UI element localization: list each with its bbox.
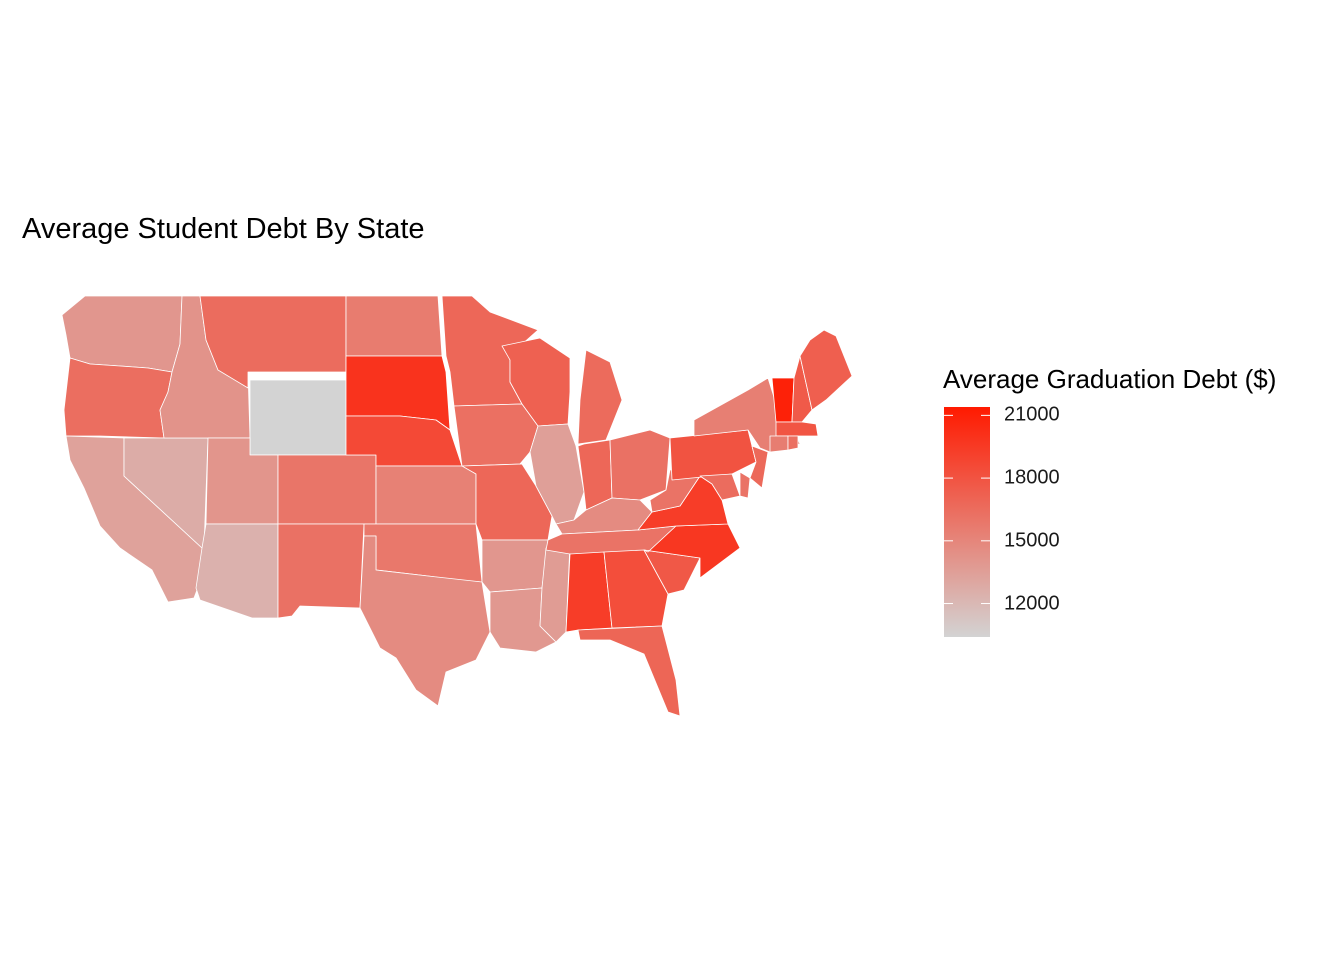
state-georgia [603, 549, 669, 629]
state-massachusetts [775, 421, 819, 437]
state-texas [359, 535, 491, 707]
legend-colorbar [944, 407, 990, 637]
state-north-dakota [345, 295, 443, 357]
state-new-jersey [749, 445, 769, 489]
state-delaware [739, 471, 751, 499]
state-colorado [277, 454, 377, 525]
states-layer [61, 295, 853, 717]
state-pennsylvania [669, 429, 757, 481]
state-new-hampshire [791, 355, 813, 423]
state-new-mexico [277, 523, 365, 619]
legend-tick-label: 18000 [1004, 466, 1060, 489]
legend-tick-label: 15000 [1004, 529, 1060, 552]
state-arkansas [481, 539, 549, 593]
state-indiana [577, 439, 613, 511]
state-oregon [63, 357, 173, 439]
state-rhode-island [787, 435, 799, 451]
state-kansas [375, 465, 477, 525]
state-michigan [577, 349, 623, 445]
state-florida [577, 625, 681, 717]
legend-tick-label: 21000 [1004, 403, 1060, 426]
state-connecticut [769, 435, 789, 453]
state-vermont [771, 377, 795, 423]
state-ohio [609, 429, 671, 501]
legend-title: Average Graduation Debt ($) [943, 364, 1277, 394]
state-maine [799, 329, 853, 411]
state-wyoming [249, 379, 347, 456]
legend-gradient-bar [944, 407, 990, 637]
state-arizona [195, 523, 279, 619]
state-iowa [453, 403, 539, 467]
legend-tick-label: 12000 [1004, 592, 1060, 615]
map-title: Average Student Debt By State [22, 213, 425, 245]
state-maryland [699, 473, 741, 501]
